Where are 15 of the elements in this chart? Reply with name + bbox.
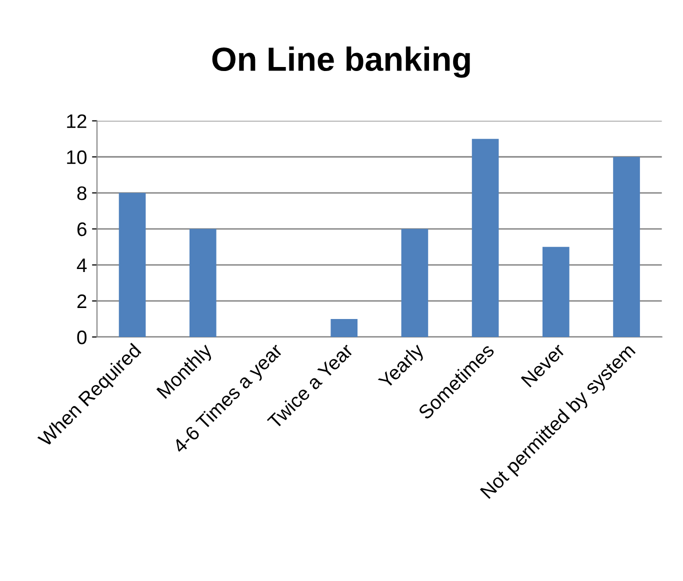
bar [613, 156, 640, 337]
y-tick-label: 2 [77, 294, 86, 308]
bar [542, 246, 570, 337]
y-tick-label: 12 [67, 114, 86, 128]
y-tick-label: 4 [76, 258, 87, 272]
bar [118, 192, 146, 337]
bar [330, 318, 358, 337]
y-tick-label: 10 [67, 150, 87, 164]
bar [401, 228, 428, 337]
y-tick-label: 6 [77, 222, 86, 236]
y-tick-label: 0 [77, 330, 87, 344]
chart-title: On Line banking [212, 46, 470, 78]
y-tick-label: 8 [77, 186, 86, 200]
bar [189, 228, 216, 337]
bar [472, 138, 499, 337]
